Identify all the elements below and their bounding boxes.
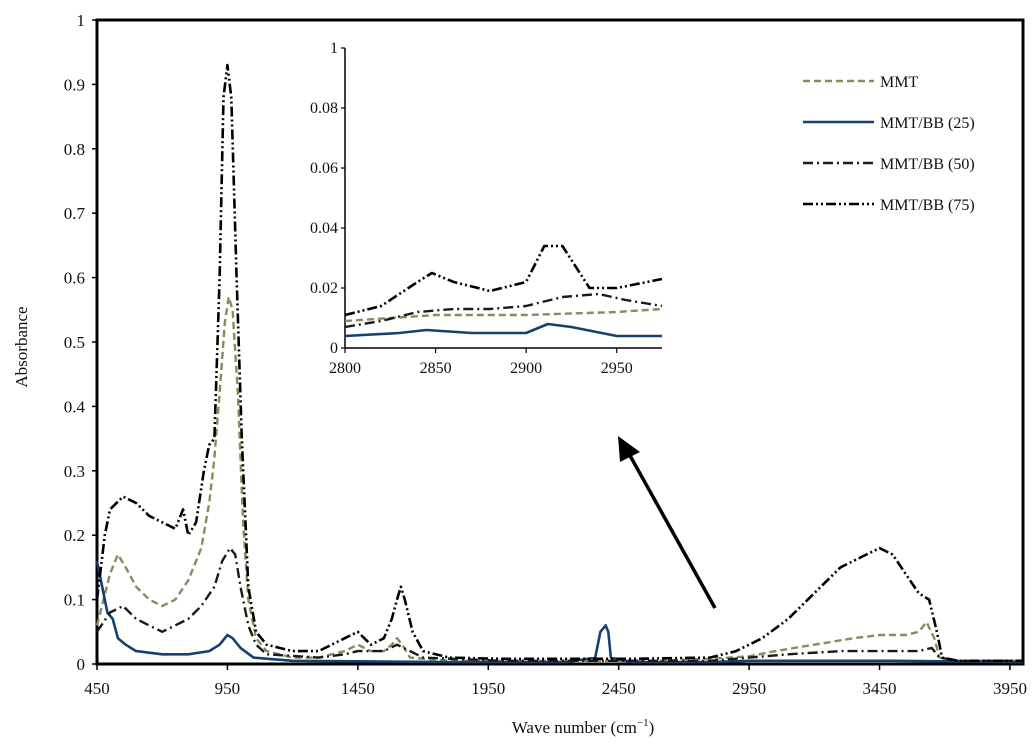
- x-axis-label: Wave number (cm−1): [512, 717, 655, 737]
- inset-series-line-mmt-bb-75: [344, 244, 663, 317]
- x-tick-label: 3950: [993, 679, 1027, 698]
- inset-x-tick-label: 2850: [420, 360, 452, 377]
- inset-pointer-arrow: [618, 436, 717, 609]
- inset-y-tick-label: 1: [330, 40, 338, 57]
- y-tick-label: 0.2: [64, 526, 85, 545]
- y-axis-ticks: 0 0.1 0.2 0.3 0.4 0.5 0.6 0.7 0.8 0.9 1: [64, 11, 97, 674]
- x-tick-label: 2950: [732, 679, 766, 698]
- x-tick-label: 3450: [863, 679, 897, 698]
- y-tick-label: 0.3: [64, 462, 85, 481]
- x-tick-label: 2450: [602, 679, 636, 698]
- y-tick-label: 0.5: [64, 333, 85, 352]
- legend: MMT MMT/BB (25) MMT/BB (50) MMT/BB (75): [803, 74, 975, 214]
- inset-series-line-mmt: [344, 307, 663, 323]
- inset-series-line-mmt-bb-50: [344, 292, 663, 329]
- legend-label: MMT: [880, 74, 918, 91]
- y-axis-label: Absorbance: [12, 306, 31, 387]
- y-tick-label: 0.4: [64, 397, 86, 416]
- y-tick-label: 0.9: [64, 75, 85, 94]
- inset-y-tick-label: 0.06: [310, 160, 338, 177]
- inset-x-tick-label: 2900: [510, 360, 542, 377]
- series-line-mmt: [95, 295, 1023, 662]
- arrow-head: [618, 436, 640, 462]
- legend-label: MMT/BB (75): [880, 197, 975, 214]
- inset-y-tick-label: 0.02: [310, 280, 338, 297]
- inset-frame: [344, 48, 662, 349]
- inset-x-axis-ticks: 2800 2850 2900 2950: [329, 348, 633, 377]
- x-tick-label: 450: [84, 679, 110, 698]
- x-tick-label: 1950: [471, 679, 505, 698]
- y-tick-label: 0.6: [64, 269, 85, 288]
- x-axis-label-close: ): [649, 718, 655, 737]
- x-tick-label: 950: [215, 679, 241, 698]
- legend-label: MMT/BB (50): [880, 156, 975, 173]
- inset-y-axis-ticks: 0 0.02 0.04 0.06 0.08 1: [310, 40, 345, 357]
- x-tick-label: 1450: [341, 679, 375, 698]
- inset-x-tick-label: 2800: [329, 360, 361, 377]
- y-tick-label: 0.8: [64, 140, 85, 159]
- x-axis-label-main: Wave number (cm: [512, 718, 637, 737]
- y-tick-label: 0.7: [64, 204, 86, 223]
- inset-y-tick-label: 0.04: [310, 220, 338, 237]
- inset-x-tick-label: 2950: [601, 360, 633, 377]
- series-line-mmt-bb-25: [95, 560, 1024, 664]
- inset-y-tick-label: 0: [330, 340, 338, 357]
- series-line-mmt-bb-75: [95, 63, 1023, 663]
- inset-y-tick-label: 0.08: [310, 100, 338, 117]
- x-axis-label-superscript: −1: [637, 717, 649, 729]
- legend-label: MMT/BB (25): [880, 115, 975, 132]
- y-tick-label: 0.1: [64, 591, 85, 610]
- inset-series-line-mmt-bb-25: [344, 322, 662, 338]
- y-tick-label: 1: [77, 11, 86, 30]
- y-tick-label: 0: [77, 655, 86, 674]
- inset-series-group: [344, 244, 663, 338]
- arrow-shaft: [626, 451, 717, 609]
- x-axis-ticks: 450 950 1450 1950 2450 2950 3450 3950: [84, 664, 1027, 698]
- main-series-group: [95, 63, 1024, 664]
